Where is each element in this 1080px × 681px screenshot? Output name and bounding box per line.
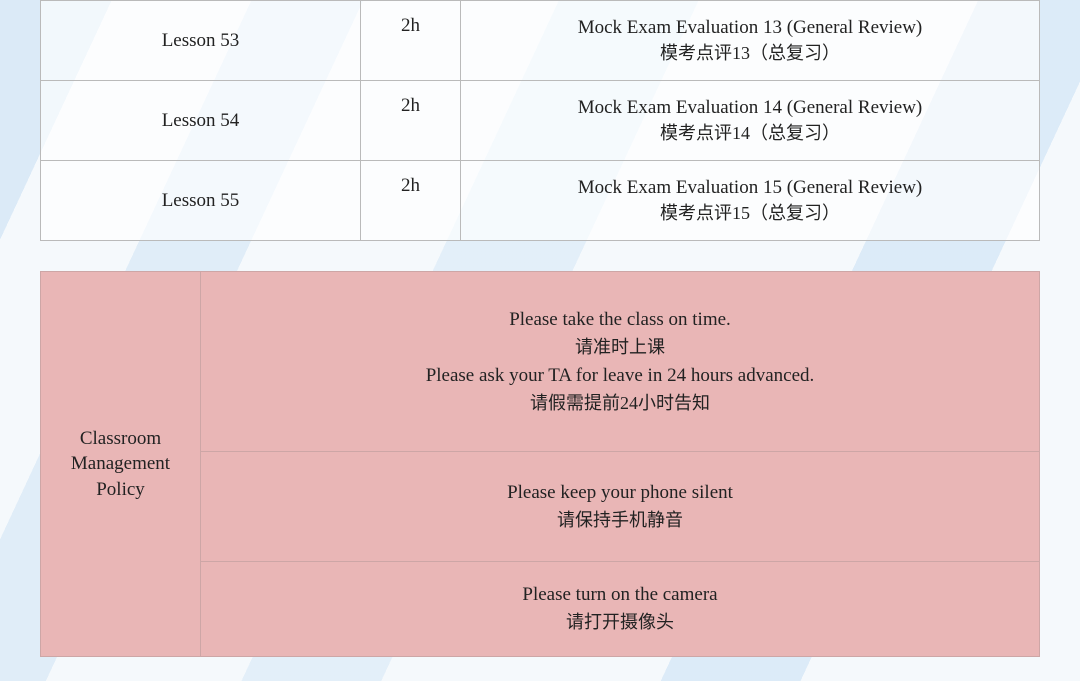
description-zh: 模考点评14（总复习） [465, 119, 1035, 145]
duration-cell: 2h [361, 1, 461, 81]
policy-line-en: Please take the class on time. [202, 309, 1038, 331]
policy-side-line: Policy [96, 479, 145, 500]
policy-line-zh: 请假需提前24小时告知 [202, 389, 1038, 415]
spacer [40, 241, 1040, 271]
lesson-cell: Lesson 55 [41, 161, 361, 241]
table-row: Lesson 53 2h Mock Exam Evaluation 13 (Ge… [41, 1, 1040, 81]
description-cell: Mock Exam Evaluation 14 (General Review)… [461, 81, 1040, 161]
policy-line-en: Please keep your phone silent [202, 482, 1038, 504]
policy-side-line: Classroom [80, 428, 161, 449]
policy-line-zh: 请打开摄像头 [202, 608, 1038, 634]
policy-line-zh: 请保持手机静音 [202, 506, 1038, 532]
description-cell: Mock Exam Evaluation 13 (General Review)… [461, 1, 1040, 81]
duration-cell: 2h [361, 81, 461, 161]
policy-line-en: Please turn on the camera [202, 584, 1038, 606]
lessons-table: Lesson 53 2h Mock Exam Evaluation 13 (Ge… [40, 0, 1040, 241]
page-content: Lesson 53 2h Mock Exam Evaluation 13 (Ge… [0, 0, 1080, 657]
policy-line-en: Please ask your TA for leave in 24 hours… [202, 365, 1038, 387]
table-row: Classroom Management Policy Please take … [41, 272, 1040, 452]
duration-cell: 2h [361, 161, 461, 241]
table-row: Lesson 54 2h Mock Exam Evaluation 14 (Ge… [41, 81, 1040, 161]
policy-cell: Please turn on the camera 请打开摄像头 [201, 562, 1040, 657]
policy-side-line: Management [71, 453, 170, 474]
table-row: Lesson 55 2h Mock Exam Evaluation 15 (Ge… [41, 161, 1040, 241]
description-en: Mock Exam Evaluation 13 (General Review) [465, 17, 1035, 39]
policy-line-zh: 请准时上课 [202, 333, 1038, 359]
policy-table: Classroom Management Policy Please take … [40, 271, 1040, 657]
description-zh: 模考点评15（总复习） [465, 199, 1035, 225]
description-cell: Mock Exam Evaluation 15 (General Review)… [461, 161, 1040, 241]
description-en: Mock Exam Evaluation 14 (General Review) [465, 97, 1035, 119]
policy-side-label: Classroom Management Policy [41, 272, 201, 657]
policy-cell: Please keep your phone silent 请保持手机静音 [201, 452, 1040, 562]
policy-cell: Please take the class on time. 请准时上课 Ple… [201, 272, 1040, 452]
description-zh: 模考点评13（总复习） [465, 39, 1035, 65]
lesson-cell: Lesson 53 [41, 1, 361, 81]
description-en: Mock Exam Evaluation 15 (General Review) [465, 177, 1035, 199]
lesson-cell: Lesson 54 [41, 81, 361, 161]
